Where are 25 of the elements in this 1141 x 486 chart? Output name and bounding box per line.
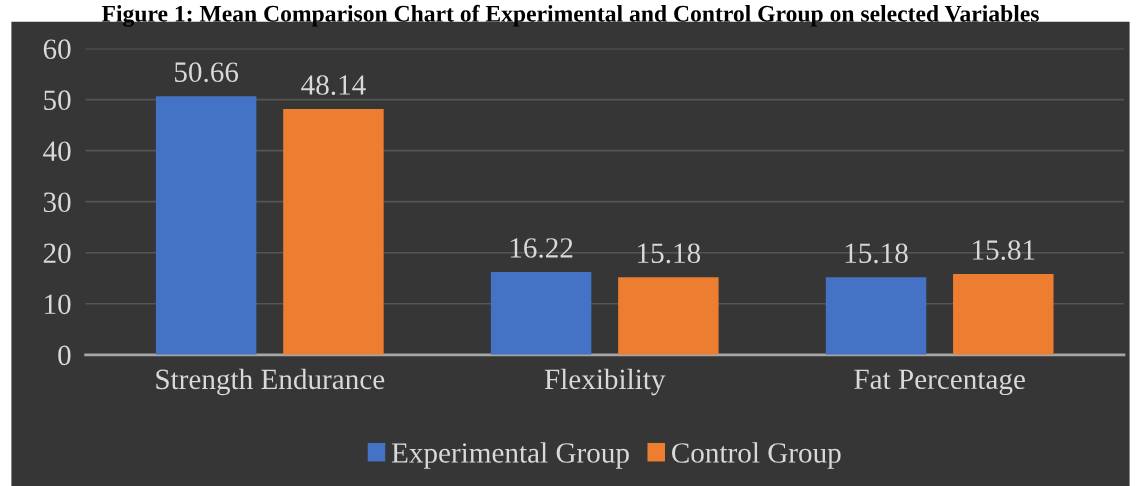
y-tick-label: 50 [44, 90, 71, 111]
bar [490, 272, 592, 355]
data-label: 50.66 [175, 62, 239, 83]
bar [953, 274, 1054, 355]
bar [155, 96, 257, 355]
legend-label: Experimental Group [391, 442, 629, 469]
data-label: 48.14 [301, 75, 366, 95]
y-tick-label: 30 [43, 192, 71, 213]
x-tick-label: Strength Endurance [156, 368, 385, 396]
x-tick-label: Flexibility [544, 368, 666, 396]
y-tick-label: 20 [43, 243, 71, 264]
data-label: 15.81 [973, 240, 1035, 260]
data-label: 15.18 [845, 243, 908, 264]
y-tick-label: 0 [58, 345, 71, 366]
data-label: 15.18 [638, 243, 701, 264]
bar [283, 109, 384, 355]
bar [825, 277, 927, 355]
x-tick-label: Fat Percentage [854, 369, 1025, 396]
y-tick-label: 40 [43, 141, 71, 162]
data-label: 16.22 [510, 238, 573, 258]
bar [618, 277, 719, 355]
y-tick-label: 10 [45, 294, 71, 315]
chart-title: Figure 1: Mean Comparison Chart of Experimental and Control Group on selected Variables [101, 4, 1039, 27]
y-tick-label: 60 [43, 39, 71, 60]
legend-label: Control Group [672, 442, 841, 469]
